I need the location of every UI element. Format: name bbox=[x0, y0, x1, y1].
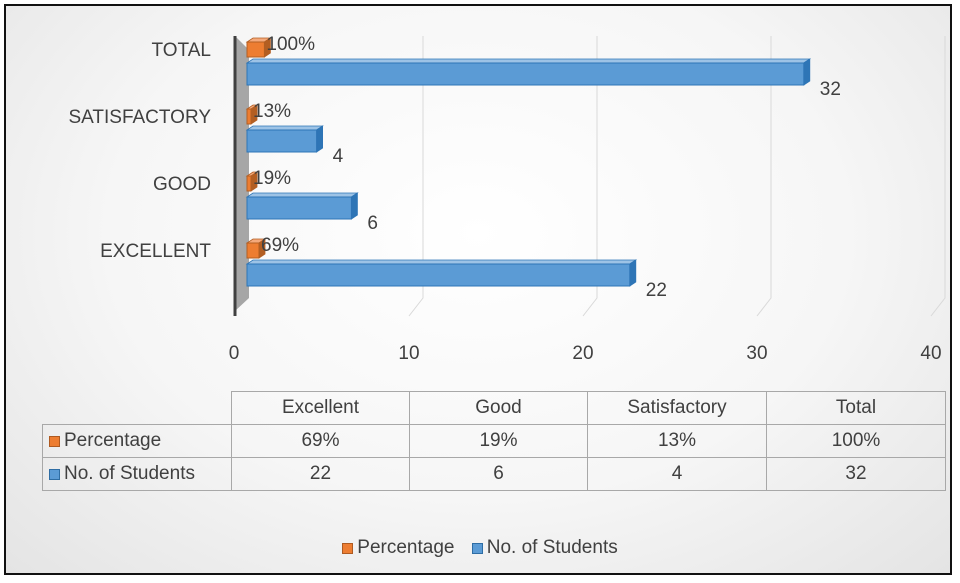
students-bar bbox=[246, 263, 631, 287]
x-tick-label: 0 bbox=[229, 343, 240, 364]
table-cell: 22 bbox=[231, 457, 410, 491]
legend-label: No. of Students bbox=[486, 537, 618, 558]
category-label: EXCELLENT bbox=[100, 241, 211, 262]
legend-label: Percentage bbox=[357, 537, 455, 558]
percentage-bar bbox=[246, 41, 265, 58]
table-cell: 4 bbox=[587, 457, 767, 491]
students-legend-icon bbox=[471, 543, 483, 554]
legend-item-percentage: Percentage bbox=[342, 537, 454, 559]
students-bar-end bbox=[803, 58, 811, 86]
row-head-students: No. of Students bbox=[42, 457, 232, 491]
table-cell: 100% bbox=[766, 424, 946, 458]
table-corner bbox=[42, 391, 232, 425]
x-tick-label: 10 bbox=[398, 343, 419, 364]
table-row: Percentage 69% 19% 13% 100% bbox=[42, 424, 946, 458]
table-cell: 69% bbox=[231, 424, 410, 458]
students-bar bbox=[246, 129, 318, 153]
gridline bbox=[756, 36, 772, 317]
x-tick-label: 40 bbox=[920, 343, 941, 364]
gridline bbox=[930, 36, 946, 317]
students-bar-top bbox=[245, 58, 812, 64]
table-header: Good bbox=[409, 391, 588, 425]
students-bar bbox=[246, 62, 805, 86]
students-data-label: 32 bbox=[820, 79, 841, 100]
students-bar-top bbox=[245, 125, 324, 131]
data-table: Excellent Good Satisfactory Total Percen… bbox=[42, 391, 946, 491]
category-label: TOTAL bbox=[152, 40, 211, 61]
percentage-data-label: 69% bbox=[261, 235, 299, 256]
percentage-bar bbox=[246, 242, 260, 259]
gridline bbox=[408, 36, 424, 317]
gridline bbox=[582, 36, 598, 317]
table-cell: 13% bbox=[587, 424, 767, 458]
x-tick-label: 20 bbox=[572, 343, 593, 364]
category-label: SATISFACTORY bbox=[68, 107, 211, 128]
table-cell: 32 bbox=[766, 457, 946, 491]
students-bar-top bbox=[245, 192, 359, 198]
students-bar bbox=[246, 196, 352, 220]
percentage-bar bbox=[246, 108, 252, 125]
table-cell: 19% bbox=[409, 424, 588, 458]
x-tick-label: 30 bbox=[746, 343, 767, 364]
students-bar-top bbox=[245, 259, 638, 265]
table-cell: 6 bbox=[409, 457, 588, 491]
row-head-percentage: Percentage bbox=[42, 424, 232, 458]
students-bar-end bbox=[316, 125, 324, 153]
percentage-key-icon bbox=[49, 436, 60, 447]
side-wall bbox=[235, 36, 249, 311]
table-header: Satisfactory bbox=[587, 391, 767, 425]
students-data-label: 4 bbox=[333, 146, 344, 167]
students-data-label: 22 bbox=[646, 280, 667, 301]
percentage-data-label: 100% bbox=[266, 34, 315, 55]
table-header: Total bbox=[766, 391, 946, 425]
students-bar-end bbox=[350, 192, 358, 220]
percentage-data-label: 19% bbox=[253, 168, 291, 189]
legend-item-students: No. of Students bbox=[471, 537, 618, 559]
legend: Percentage No. of Students bbox=[6, 537, 954, 559]
chart-frame: EXCELLENT 69% 22 GOOD 19% 6 SATISFACTORY 13% 4 TO… bbox=[4, 4, 952, 575]
bar-chart: EXCELLENT 69% 22 GOOD 19% 6 SATISFACTORY 13% 4 TO… bbox=[68, 34, 946, 364]
category-label: GOOD bbox=[153, 174, 211, 195]
row-label: No. of Students bbox=[64, 463, 195, 484]
row-label: Percentage bbox=[64, 430, 162, 451]
students-key-icon bbox=[49, 469, 60, 480]
table-row: No. of Students 22 6 4 32 bbox=[42, 457, 946, 491]
students-bar-end bbox=[629, 259, 637, 287]
percentage-bar bbox=[246, 175, 252, 192]
percentage-data-label: 13% bbox=[253, 101, 291, 122]
percentage-legend-icon bbox=[342, 543, 354, 554]
table-header-row: Excellent Good Satisfactory Total bbox=[42, 391, 946, 425]
students-data-label: 6 bbox=[367, 213, 378, 234]
table-header: Excellent bbox=[231, 391, 410, 425]
